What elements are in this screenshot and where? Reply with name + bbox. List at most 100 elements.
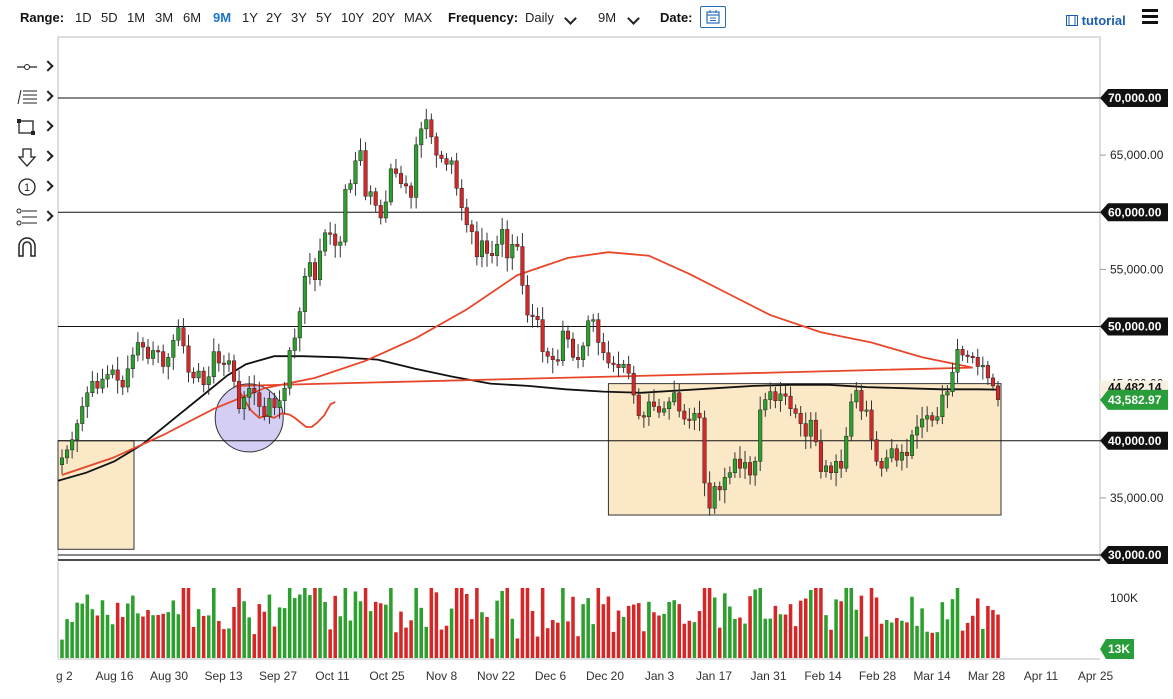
candle-body [925, 415, 930, 420]
candle-body [388, 168, 393, 203]
candle-body [454, 160, 459, 189]
volume-bar [505, 588, 510, 658]
hamburger-menu-icon[interactable] [1142, 9, 1158, 25]
tutorial-link[interactable]: tutorial [1066, 13, 1126, 28]
fib-tool[interactable] [14, 86, 54, 108]
candle-body [707, 482, 712, 509]
candle-body [940, 394, 945, 418]
range-1y[interactable]: 1Y [242, 10, 258, 25]
volume-bar [814, 588, 818, 658]
y-tick-label: 65,000.00 [1110, 148, 1164, 162]
candle-body [717, 486, 722, 491]
candle-body [818, 441, 823, 472]
range-10y[interactable]: 10Y [341, 10, 365, 25]
candle-body [565, 330, 570, 340]
candle-body [161, 351, 166, 367]
volume-bar [687, 620, 692, 658]
volume-bar [576, 636, 580, 658]
candle-body [651, 401, 656, 407]
candle-body [292, 337, 297, 351]
volume-bar [672, 600, 676, 658]
volume-bar [196, 609, 201, 658]
range-3y[interactable]: 3Y [291, 10, 307, 25]
volume-bar [368, 611, 373, 658]
chevron-down-icon[interactable] [627, 12, 640, 25]
chevron-down-icon[interactable] [564, 12, 577, 25]
candle-body [383, 201, 388, 219]
toolbar: Range: 1D 5D 1M 3M 6M 9M 1Y 2Y 3Y 5Y 10Y 20Y MAX Fre… [0, 0, 1173, 36]
candle-body [505, 229, 510, 259]
calendar-button[interactable] [700, 6, 726, 28]
volume-bar [201, 615, 206, 658]
volume-bar [803, 598, 808, 658]
number-tool[interactable]: 1 [14, 176, 54, 198]
volume-bar [981, 628, 985, 658]
volume-bar [475, 588, 479, 658]
candle-body [318, 250, 323, 280]
range-3m[interactable]: 3M [155, 10, 174, 25]
range-box [57, 440, 135, 550]
range-1m[interactable]: 1M [127, 10, 146, 25]
candle-body [348, 183, 353, 190]
volume-bar [308, 595, 312, 658]
volume-bar [798, 600, 803, 658]
candle-body [570, 338, 576, 358]
candle-body [100, 378, 105, 389]
volume-bar [520, 588, 525, 658]
pitchfork-tool[interactable] [14, 206, 54, 228]
volume-bar [591, 624, 596, 658]
volume-bar [874, 597, 879, 658]
volume-bar [151, 615, 155, 658]
volume-bar [257, 604, 262, 658]
y-tick-label: 50,000.00 [1108, 320, 1162, 334]
range-2y[interactable]: 2Y [266, 10, 282, 25]
candle-body [793, 408, 798, 414]
volume-bar [171, 600, 176, 658]
range-20y[interactable]: 20Y [372, 10, 396, 25]
level-price-tag [1100, 546, 1168, 564]
magnet-tool[interactable] [14, 236, 54, 258]
range-1d[interactable]: 1D [75, 10, 92, 25]
volume-bar [394, 632, 398, 658]
candle-body [631, 373, 636, 396]
candle-body [216, 351, 221, 364]
candle-body [768, 391, 773, 400]
volume-bar [905, 622, 909, 658]
range-5y[interactable]: 5Y [316, 10, 332, 25]
volume-bar [889, 622, 894, 658]
range-6m[interactable]: 6M [183, 10, 202, 25]
volume-bar [166, 612, 171, 658]
candle-body [95, 381, 100, 389]
candle-body [712, 486, 717, 509]
x-tick-label: Mar 14 [913, 669, 951, 683]
price-chart[interactable]: 70,000.00 65,000.00 60,000.00 55,000.00 50,0… [0, 36, 1173, 699]
slow-moving-average [57, 355, 999, 482]
candle-body [484, 240, 490, 254]
line-tool[interactable] [14, 56, 54, 78]
candle-body [434, 136, 439, 156]
frequency-select[interactable]: Daily [525, 10, 554, 25]
rectangle-tool[interactable] [14, 116, 54, 138]
range-9m[interactable]: 9M [213, 10, 232, 25]
x-tick-label: Aug 16 [95, 669, 133, 683]
volume-bar [419, 607, 423, 658]
volume-bar [960, 630, 965, 658]
volume-bar [277, 607, 282, 658]
period-select[interactable]: 9M [598, 10, 617, 25]
x-tick-label: Jan 3 [645, 669, 675, 683]
volume-bar [525, 588, 530, 658]
volume-bar [970, 615, 975, 658]
volume-bar [85, 594, 90, 658]
range-max[interactable]: MAX [404, 10, 433, 25]
volume-bar [733, 618, 737, 658]
volume-bar [925, 631, 929, 658]
volume-bar [955, 588, 960, 658]
arrow-tool[interactable] [14, 146, 54, 168]
candle-body [409, 185, 414, 198]
range-5d[interactable]: 5D [101, 10, 118, 25]
candle-body [646, 401, 651, 418]
volume-bar [834, 599, 838, 658]
candle-body [323, 232, 328, 252]
volume-bar [146, 610, 150, 658]
volume-bar [75, 602, 79, 658]
